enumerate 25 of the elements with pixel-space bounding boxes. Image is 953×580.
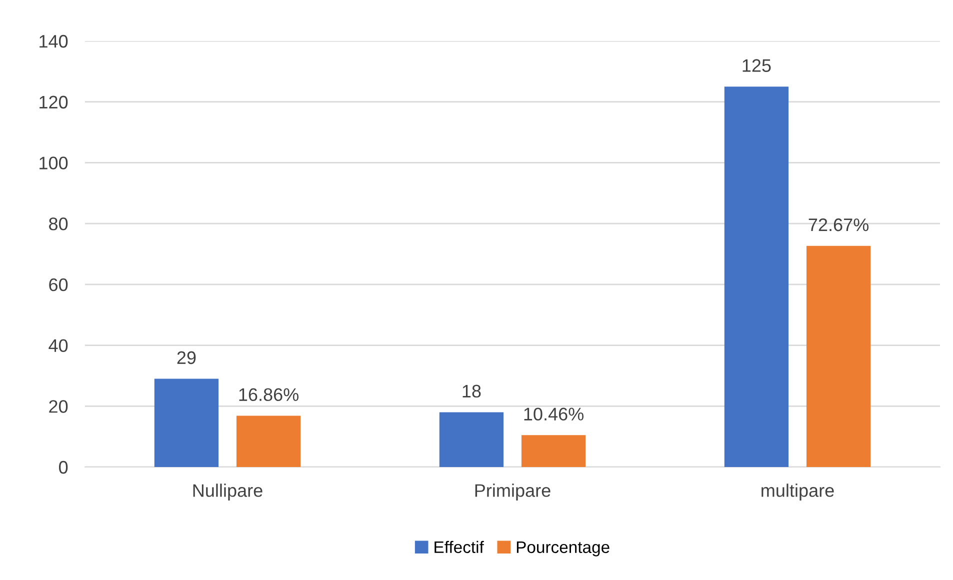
data-label: 16.86% [239,388,299,402]
bar [521,435,586,467]
y-tick-label: 0 [59,460,68,474]
y-tick-label: 140 [40,34,68,48]
bar [236,416,301,467]
x-tick-label: Nullipare [193,484,262,500]
bar [439,412,504,467]
data-label: 72.67% [808,218,869,232]
x-tick-label: multipare [762,484,834,500]
y-tick-label: 20 [49,400,68,413]
y-tick-label: 120 [40,96,68,109]
bar [154,378,219,467]
data-label: 18 [462,384,481,398]
bar [724,86,789,467]
y-tick-label: 40 [48,339,68,352]
data-label: 10.46% [524,408,584,420]
x-tick-label: Primipare [475,484,550,500]
y-tick-label: 60 [49,278,68,292]
legend-label: Pourcentage [516,541,610,556]
y-tick-label: 100 [40,156,68,170]
y-tick-label: 80 [49,218,68,230]
data-label: 125 [742,59,771,72]
data-label: 29 [177,351,196,364]
legend-label: Effectif [434,540,484,554]
bar [806,246,871,467]
